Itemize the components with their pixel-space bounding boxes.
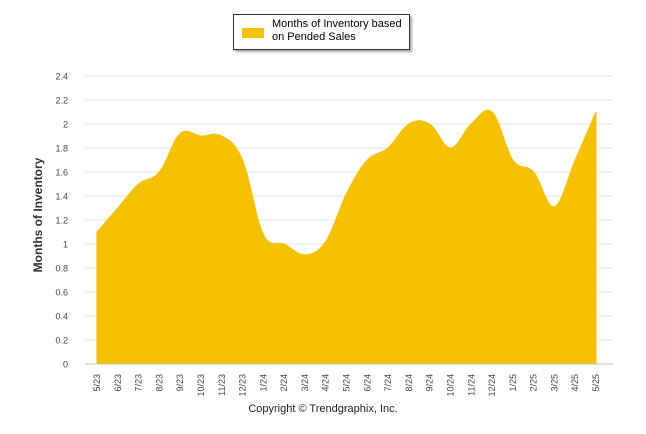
x-tick-label: 9/24 <box>425 374 435 392</box>
x-tick-label: 6/23 <box>113 374 123 392</box>
x-tick-label: 7/24 <box>383 374 393 392</box>
x-tick-label: 12/23 <box>238 374 248 397</box>
y-tick-label: 2.2 <box>55 96 68 106</box>
x-tick-label: 5/24 <box>342 374 352 392</box>
x-tick-label: 5/23 <box>92 374 102 392</box>
x-tick-label: 12/24 <box>487 374 497 397</box>
legend-swatch <box>242 28 264 38</box>
y-tick-label: 1 <box>63 240 68 250</box>
x-tick-label: 11/24 <box>466 374 476 396</box>
x-tick-label: 4/24 <box>321 374 331 392</box>
x-tick-label: 10/23 <box>196 374 206 397</box>
x-tick-label: 10/24 <box>445 374 455 397</box>
x-tick-label: 9/23 <box>175 374 185 392</box>
legend-series-label: Months of Inventory based on Pended Sale… <box>272 18 402 43</box>
x-tick-label: 8/24 <box>404 374 414 392</box>
x-tick-label: 7/23 <box>134 374 144 392</box>
x-tick-label: 2/25 <box>529 374 539 392</box>
x-tick-label: 11/23 <box>217 374 227 396</box>
x-tick-label: 1/24 <box>258 374 268 392</box>
x-tick-label: 6/24 <box>362 374 372 392</box>
copyright-footer: Copyright © Trendgraphix, Inc. <box>248 403 398 415</box>
series-area <box>96 109 597 365</box>
y-tick-label: 1.6 <box>55 168 68 178</box>
y-tick-label: 0 <box>63 360 68 370</box>
x-tick-label: 3/25 <box>549 374 559 392</box>
legend: Months of Inventory based on Pended Sale… <box>233 14 410 50</box>
x-tick-label: 1/25 <box>508 374 518 392</box>
x-tick-label: 5/25 <box>591 374 601 392</box>
x-tick-label: 8/23 <box>154 374 164 392</box>
y-tick-label: 2 <box>63 120 68 130</box>
x-tick-label: 3/24 <box>300 374 310 392</box>
y-tick-label: 0.8 <box>55 264 68 274</box>
y-tick-label: 1.4 <box>55 192 68 202</box>
x-tick-label: 4/25 <box>570 374 580 392</box>
x-tick-label: 2/24 <box>279 374 289 392</box>
y-tick-label: 0.6 <box>55 288 68 298</box>
y-tick-label: 2.4 <box>55 72 68 82</box>
y-tick-label: 0.4 <box>55 312 68 322</box>
y-tick-label: 1.2 <box>55 216 68 226</box>
x-tick-labels: 5/23 6/23 7/23 8/23 9/23 10/23 11/23 12/23 1/24 2… <box>92 374 601 397</box>
y-tick-labels: 0 0.2 0.4 0.6 0.8 1 1.2 1.4 1.6 1.8 2 2.2 2.4 <box>55 72 68 370</box>
y-tick-label: 1.8 <box>55 144 68 154</box>
y-tick-label: 0.2 <box>55 336 68 346</box>
y-axis-title: Months of Inventory <box>31 157 45 273</box>
series-area-layer <box>96 109 597 365</box>
